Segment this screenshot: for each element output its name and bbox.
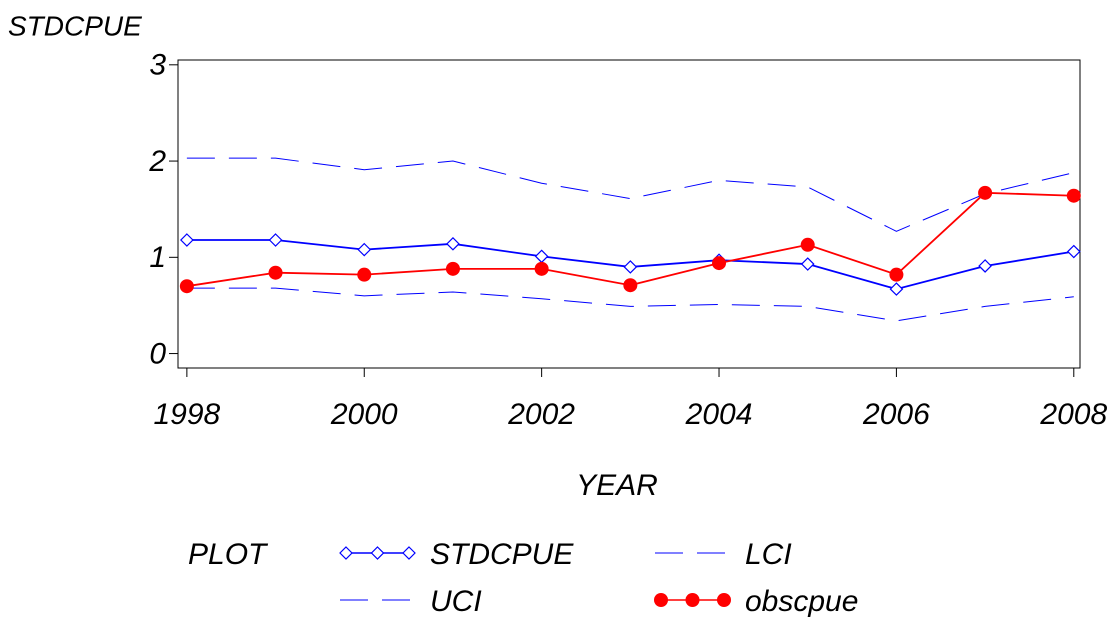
data-point [712,256,727,271]
data-point [623,278,638,293]
data-point [179,279,194,294]
data-point [268,233,283,247]
x-tick-label: 2000 [330,398,398,431]
data-point [268,265,283,280]
data-point [357,242,372,257]
series-line [186,157,1074,232]
data-point [800,237,815,252]
legend-marker [402,546,416,560]
data-point [534,261,549,276]
data-point [357,267,372,282]
data-point [800,257,815,271]
x-tick-label: 1998 [153,398,220,431]
data-point [180,233,194,247]
data-point [445,261,460,276]
legend-marker [339,546,353,560]
y-tick-label: 0 [149,337,166,370]
legend-label: obscpue [745,585,858,618]
data-point [889,282,904,296]
data-point [534,249,549,264]
legend-title: PLOT [188,538,269,571]
data-point [1066,244,1081,259]
data-point [1066,188,1081,203]
data-point [623,260,638,274]
y-axis-label: STDCPUE [8,10,142,41]
x-tick-label: 2004 [685,398,753,431]
series-line [186,287,1074,322]
y-tick-label: 2 [148,145,166,178]
data-point [889,267,904,282]
legend-label: STDCPUE [430,538,574,571]
x-tick-label: 2008 [1039,398,1107,431]
x-tick-label: 2002 [507,398,575,431]
legend-marker [717,593,731,607]
data-point [446,236,460,251]
x-tick-label: 2006 [862,398,930,431]
legend-marker [370,546,385,560]
legend-label: UCI [430,585,482,618]
x-axis-label: YEAR [576,469,658,502]
legend-marker [654,593,668,607]
y-tick-label: 1 [149,241,166,274]
plot-frame [177,59,1081,369]
legend-marker [685,593,700,607]
legend-label: LCI [745,538,792,571]
data-point [978,259,992,273]
data-point [978,185,993,200]
y-tick-label: 3 [149,49,166,82]
